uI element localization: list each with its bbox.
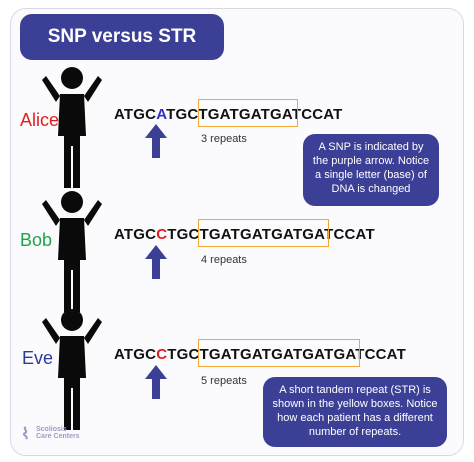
bob-seq-prefix: ATGC <box>114 226 157 243</box>
eve-str-box <box>198 339 360 367</box>
eve-name: Eve <box>22 348 54 368</box>
bob-snp-arrow-icon <box>145 245 167 279</box>
eve-repeats-label: 5 repeats <box>201 375 247 387</box>
bob-name: Bob <box>20 230 53 250</box>
alice-str-box <box>198 99 298 127</box>
page-title: SNP versus STR <box>20 14 224 60</box>
snp-note-text: A SNP is indicated by the purple arrow. … <box>312 141 430 195</box>
eve-sequence: ATGCCTGCTGATGATGATGATGATCCAT <box>114 346 406 363</box>
alice-seq-mid: TGC <box>166 106 199 123</box>
alice-name: Alice <box>20 110 60 130</box>
logo-line-2: Care Centers <box>36 433 80 440</box>
alice-seq-repeat: TGATGATGA <box>198 106 292 123</box>
str-note: A short tandem repeat (STR) is shown in … <box>263 377 447 447</box>
bob-str-box <box>198 219 329 247</box>
eve-figure-icon <box>42 309 102 430</box>
eve-seq-base: C <box>156 346 168 363</box>
eve-snp-arrow-icon <box>145 365 167 399</box>
bob-seq-base: C <box>156 226 168 243</box>
bob-sequence: ATGCCTGCTGATGATGATGATCCAT <box>114 226 375 243</box>
logo-text: Scoliosis Care Centers <box>36 426 80 440</box>
bob-figure-icon <box>42 191 102 312</box>
logo-icon <box>22 426 28 440</box>
bob-seq-suffix: TCCAT <box>324 226 375 243</box>
eve-seq-mid: TGC <box>167 346 200 363</box>
alice-repeats-label: 3 repeats <box>201 133 247 145</box>
eve-seq-prefix: ATGC <box>114 346 157 363</box>
bob-seq-repeat: TGATGATGATGA <box>199 226 325 243</box>
alice-seq-prefix: ATGC <box>114 106 157 123</box>
alice-seq-suffix: TCCAT <box>291 106 343 123</box>
eve-seq-suffix: TCCAT <box>355 346 406 363</box>
bob-seq-mid: TGC <box>167 226 200 243</box>
logo-line-1: Scoliosis <box>36 426 67 433</box>
logo: Scoliosis Care Centers <box>20 426 80 440</box>
snp-note: A SNP is indicated by the purple arrow. … <box>303 134 439 206</box>
alice-snp-arrow-icon <box>145 124 167 158</box>
eve-seq-repeat: TGATGATGATGATGA <box>199 346 356 363</box>
alice-sequence: ATGCATGCTGATGATGATCCAT <box>114 106 343 123</box>
alice-seq-base: A <box>156 106 167 123</box>
bob-repeats-label: 4 repeats <box>201 254 247 266</box>
str-note-text: A short tandem repeat (STR) is shown in … <box>272 384 438 438</box>
alice-figure-icon <box>42 67 102 188</box>
